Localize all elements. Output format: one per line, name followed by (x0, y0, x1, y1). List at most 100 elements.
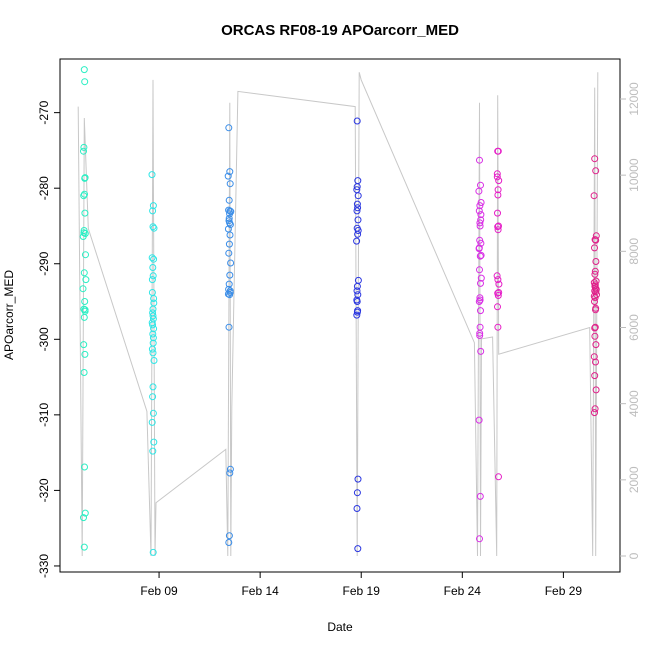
y2-tick-label: 2000 (627, 466, 641, 493)
data-point (225, 539, 233, 546)
data-point (493, 272, 501, 280)
data-point (225, 214, 233, 222)
data-point (591, 244, 598, 252)
data-point (493, 170, 501, 178)
series-rf08 (79, 66, 90, 551)
data-point (476, 156, 483, 164)
data-point (80, 313, 88, 321)
data-points (79, 66, 600, 556)
data-point (592, 167, 600, 175)
x-axis-label: Date (327, 620, 353, 634)
series-rf09 (148, 171, 158, 556)
y-axis-label: APOarcorr_MED (2, 270, 16, 360)
x-tick-label: Feb 24 (444, 584, 482, 598)
y2-tick-label: 6000 (627, 314, 641, 341)
y-tick-label: -320 (37, 478, 51, 502)
data-point (81, 174, 89, 182)
data-point (495, 222, 502, 230)
y-tick-label: -290 (37, 251, 51, 275)
data-point (477, 347, 485, 355)
data-point (148, 418, 156, 426)
data-point (591, 323, 599, 331)
data-point (354, 475, 362, 483)
data-point (225, 124, 233, 132)
series-rf13 (493, 147, 503, 481)
data-point (150, 357, 158, 364)
data-point (81, 78, 89, 86)
data-point (591, 372, 599, 380)
data-point (150, 295, 158, 302)
data-point (592, 386, 600, 394)
y-tick-label: -310 (37, 403, 51, 427)
data-point (149, 548, 157, 556)
y-tick-label: -270 (37, 100, 51, 124)
data-point (80, 543, 88, 551)
data-point (226, 465, 234, 473)
data-point (353, 200, 361, 208)
series-rf10 (224, 124, 235, 546)
data-point (81, 509, 89, 517)
data-point (353, 489, 361, 497)
data-point (81, 350, 89, 358)
data-point (81, 306, 89, 314)
data-point (476, 219, 484, 227)
data-point (149, 383, 157, 391)
y2-tick-label: 0 (627, 552, 641, 559)
data-point (494, 226, 502, 234)
data-point (590, 292, 598, 300)
data-point (149, 207, 157, 215)
data-point (592, 277, 600, 285)
data-point (80, 269, 88, 277)
data-point (225, 196, 233, 204)
data-point (149, 447, 157, 455)
data-point (494, 209, 501, 217)
data-point (494, 323, 502, 331)
data-point (477, 199, 485, 206)
data-point (226, 231, 234, 239)
data-point (148, 276, 156, 284)
series-rf14 (590, 155, 600, 417)
data-point (226, 219, 234, 227)
data-point (149, 349, 157, 357)
data-point (81, 298, 89, 305)
y2-axis: 0 2000 4000 6000 8000 10000 12000 (620, 82, 641, 559)
data-point (149, 202, 157, 210)
data-point (495, 473, 502, 481)
data-point (592, 306, 599, 314)
data-point (477, 211, 485, 219)
data-point (477, 279, 484, 287)
x-tick-label: Feb 09 (140, 584, 178, 598)
data-point (227, 259, 235, 267)
data-point (226, 287, 234, 295)
data-point (354, 227, 362, 234)
data-point (150, 438, 158, 446)
data-point (149, 312, 157, 320)
data-point (495, 289, 503, 296)
data-point (353, 505, 361, 512)
y-axis: -330 -320 -310 -300 -290 -280 -270 (37, 100, 60, 578)
data-point (354, 545, 362, 553)
data-point (353, 308, 361, 316)
data-point (475, 187, 483, 195)
data-point (80, 66, 88, 74)
data-point (149, 334, 157, 342)
data-point (475, 244, 483, 252)
altitude-trace (77, 72, 599, 557)
series-rf12 (475, 156, 485, 543)
data-point (79, 233, 87, 240)
y2-tick-label: 4000 (627, 390, 641, 417)
y-tick-label: -280 (37, 176, 51, 200)
data-point (354, 230, 362, 238)
data-point (149, 409, 157, 417)
data-point (148, 171, 156, 179)
x-axis: Feb 09 Feb 14 Feb 19 Feb 24 Feb 29 (140, 572, 582, 598)
data-point (494, 303, 501, 311)
data-point (353, 183, 361, 191)
data-point (148, 254, 156, 262)
data-point (592, 285, 600, 293)
data-point (476, 332, 484, 339)
data-point (149, 223, 157, 231)
data-point (591, 409, 598, 417)
y2-tick-label: 12000 (627, 82, 641, 116)
